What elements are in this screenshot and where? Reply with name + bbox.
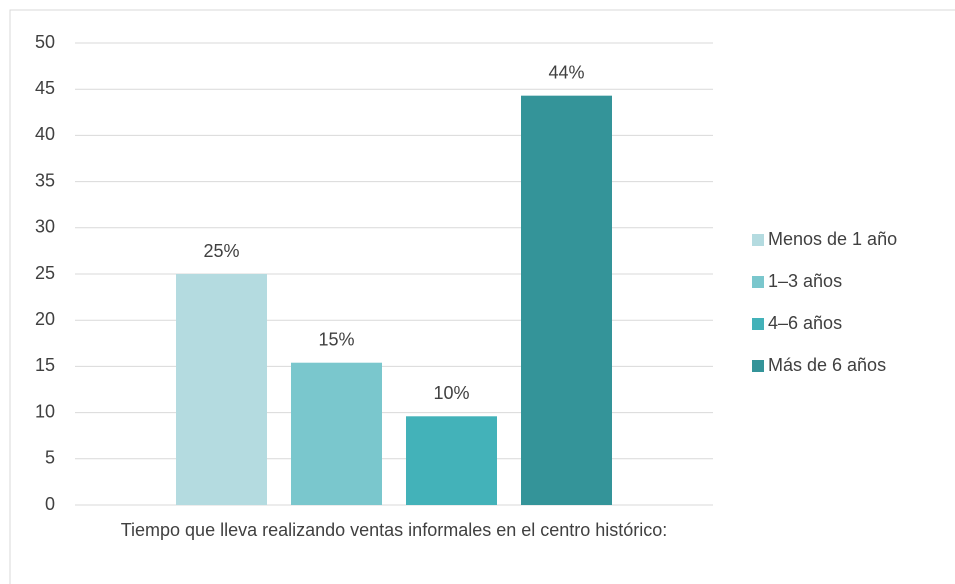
bar [406, 416, 497, 505]
y-tick-label: 30 [35, 217, 55, 237]
y-tick-label: 10 [35, 401, 55, 421]
bar [291, 362, 382, 505]
y-tick-label: 15 [35, 355, 55, 375]
legend-swatch [752, 318, 764, 330]
data-label: 10% [433, 383, 469, 403]
legend-swatch [752, 360, 764, 372]
y-tick-label: 50 [35, 32, 55, 52]
y-tick-label: 35 [35, 170, 55, 190]
y-tick-label: 25 [35, 263, 55, 283]
legend-label: 4–6 años [768, 313, 842, 333]
legend-swatch [752, 234, 764, 246]
legend-label: Menos de 1 año [768, 229, 897, 249]
data-label: 44% [548, 62, 584, 82]
legend-label: 1–3 años [768, 271, 842, 291]
bar [521, 95, 612, 505]
y-tick-label: 45 [35, 78, 55, 98]
y-tick-label: 20 [35, 309, 55, 329]
data-label: 25% [203, 241, 239, 261]
y-tick-label: 5 [45, 448, 55, 468]
y-tick-label: 0 [45, 494, 55, 514]
bar [176, 274, 267, 505]
legend-swatch [752, 276, 764, 288]
y-tick-label: 40 [35, 124, 55, 144]
x-category-label: Tiempo que lleva realizando ventas infor… [120, 520, 668, 540]
legend-label: Más de 6 años [768, 355, 886, 375]
chart-border [9, 9, 955, 584]
data-label: 15% [318, 329, 354, 349]
